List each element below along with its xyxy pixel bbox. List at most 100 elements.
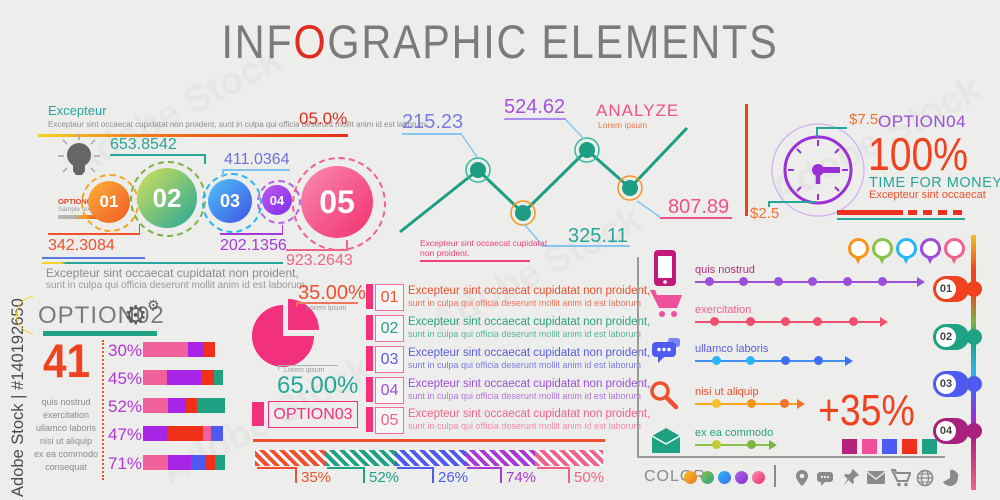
callout-value: 923.2643 [286, 252, 353, 269]
bar-row-percent: 52% [108, 397, 143, 416]
circle-03: 03 [208, 179, 252, 223]
callout-line [220, 233, 283, 235]
paragraph-line2: sunt in culpa qui officia deserunt molli… [46, 280, 305, 291]
money-connector [768, 201, 770, 207]
lightbulb-icon [58, 134, 100, 175]
step-number: 04 [375, 377, 404, 404]
desc-line: consequat [45, 462, 87, 472]
pie-callout-line [296, 302, 358, 304]
money-percent: 100% [868, 128, 969, 180]
pie-small-caption: Lorem ipsum [306, 305, 347, 312]
bar-label-connector [397, 467, 432, 469]
callout-value: 411.0364 [224, 151, 290, 168]
money-bar-dash [938, 210, 947, 215]
bar-row-percent: 45% [108, 369, 143, 388]
timeline-node-number: 01 [936, 279, 956, 299]
step-number: 02 [375, 315, 404, 342]
desc-line: exercitation [42, 410, 90, 420]
map-pin-icon [872, 238, 893, 264]
chart-value-label: 807.89 [668, 196, 730, 218]
color-swatch [862, 439, 877, 454]
callout-line [48, 233, 140, 235]
divider-line-blue [42, 257, 145, 259]
stacked-bar [143, 426, 223, 441]
dotted-arrow-line [695, 440, 777, 450]
excepteur-heading: Excepteur [48, 103, 107, 118]
plus-percent: +35% [818, 386, 915, 435]
pie-callout-line [278, 365, 338, 366]
dotted-arrow-line [695, 277, 925, 287]
color-dot [684, 471, 697, 484]
money-title: TIME FOR MONEY [869, 175, 1000, 191]
map-pin-icon [848, 238, 869, 264]
step-number: 01 [375, 284, 404, 311]
analyze-label: ANALYZE [596, 101, 680, 120]
callout-tick [138, 224, 140, 234]
callout-line [286, 249, 348, 251]
stacked-bar [143, 455, 225, 470]
pie-big-percent: 65.00% [277, 372, 359, 399]
bar-label-connector [467, 467, 500, 469]
map-pin-icon [920, 238, 941, 264]
timeline-node-dot [966, 281, 982, 297]
step-line1: Excepteur sint occaecat cupidatat non pr… [408, 285, 651, 297]
section-divider-red [745, 104, 748, 216]
excepteur-body: Excepteur sint occaecat cupidatat non pr… [48, 120, 426, 129]
hatched-bar-topline [253, 439, 605, 442]
option01-label: OPTION01 [58, 197, 96, 206]
globe-icon [916, 469, 934, 487]
circle-number: 02 [152, 182, 182, 213]
chart-value-label: 524.62 [504, 96, 566, 118]
bar-label-tick [295, 467, 297, 483]
bar-percent-label: 35% [301, 469, 332, 486]
icon-row-label: ex ea commodo [695, 427, 774, 439]
timeline-node-dot [966, 376, 982, 392]
option04-label: OPTION04 [878, 112, 967, 131]
timeline-node-number: 04 [936, 421, 956, 441]
step-line2: sunt in culpa qui officia deserunt molli… [408, 391, 641, 401]
money-connector [816, 127, 818, 137]
step-line2: sunt in culpa qui officia deserunt molli… [408, 421, 641, 431]
gear-icon: ⚙ [147, 298, 160, 314]
callout-tick [346, 240, 348, 250]
step-number: 03 [375, 346, 404, 373]
bar-percent-label: 74% [506, 469, 537, 486]
money-connector [768, 201, 816, 203]
title-post: GRAPHIC ELEMENTS [327, 15, 779, 68]
color-swatch [902, 439, 917, 454]
timeline-node-number: 02 [936, 327, 956, 347]
step-line1: Excepteur sint occaecat cupidatat non pr… [408, 347, 651, 359]
callout-tick [222, 169, 224, 177]
title-accent-letter: O [293, 15, 328, 68]
bar-label-tick [500, 467, 502, 483]
stacked-bar [143, 342, 215, 357]
timeline-node-dot [966, 423, 982, 439]
section-divider-vertical [637, 257, 639, 457]
chat-icon-gray [817, 472, 833, 486]
bar-label-tick [432, 467, 434, 483]
pie-callout-tick [296, 302, 298, 307]
color-swatch [882, 439, 897, 454]
color-dot [752, 471, 765, 484]
icon-row-label: ullamco laboris [695, 343, 769, 355]
circle-number: 03 [219, 190, 241, 211]
pushpin-icon [843, 469, 859, 486]
page-title: INFOGRAPHIC ELEMENTS [60, 14, 940, 69]
chart-value-label: 215.23 [402, 111, 464, 133]
step-block [366, 346, 373, 371]
step-block [366, 407, 373, 432]
bar-percent-label: 52% [369, 469, 400, 486]
magnifier-icon [650, 381, 679, 410]
cart-icon [650, 290, 682, 317]
circle-04: 04 [262, 185, 292, 215]
chat-icon [652, 338, 680, 363]
envelope-icon [651, 428, 681, 453]
circle-02: 02 [137, 168, 197, 228]
option02-description: quis nostrud exercitation ullamco labori… [30, 396, 102, 474]
chart-label-underline [504, 118, 566, 120]
icon-row-label: exercitation [695, 304, 752, 316]
desc-line: ex ea commodo [33, 449, 99, 459]
timeline-node-number: 03 [936, 374, 956, 394]
icon-row-label: nisi ut aliquip [695, 386, 759, 398]
